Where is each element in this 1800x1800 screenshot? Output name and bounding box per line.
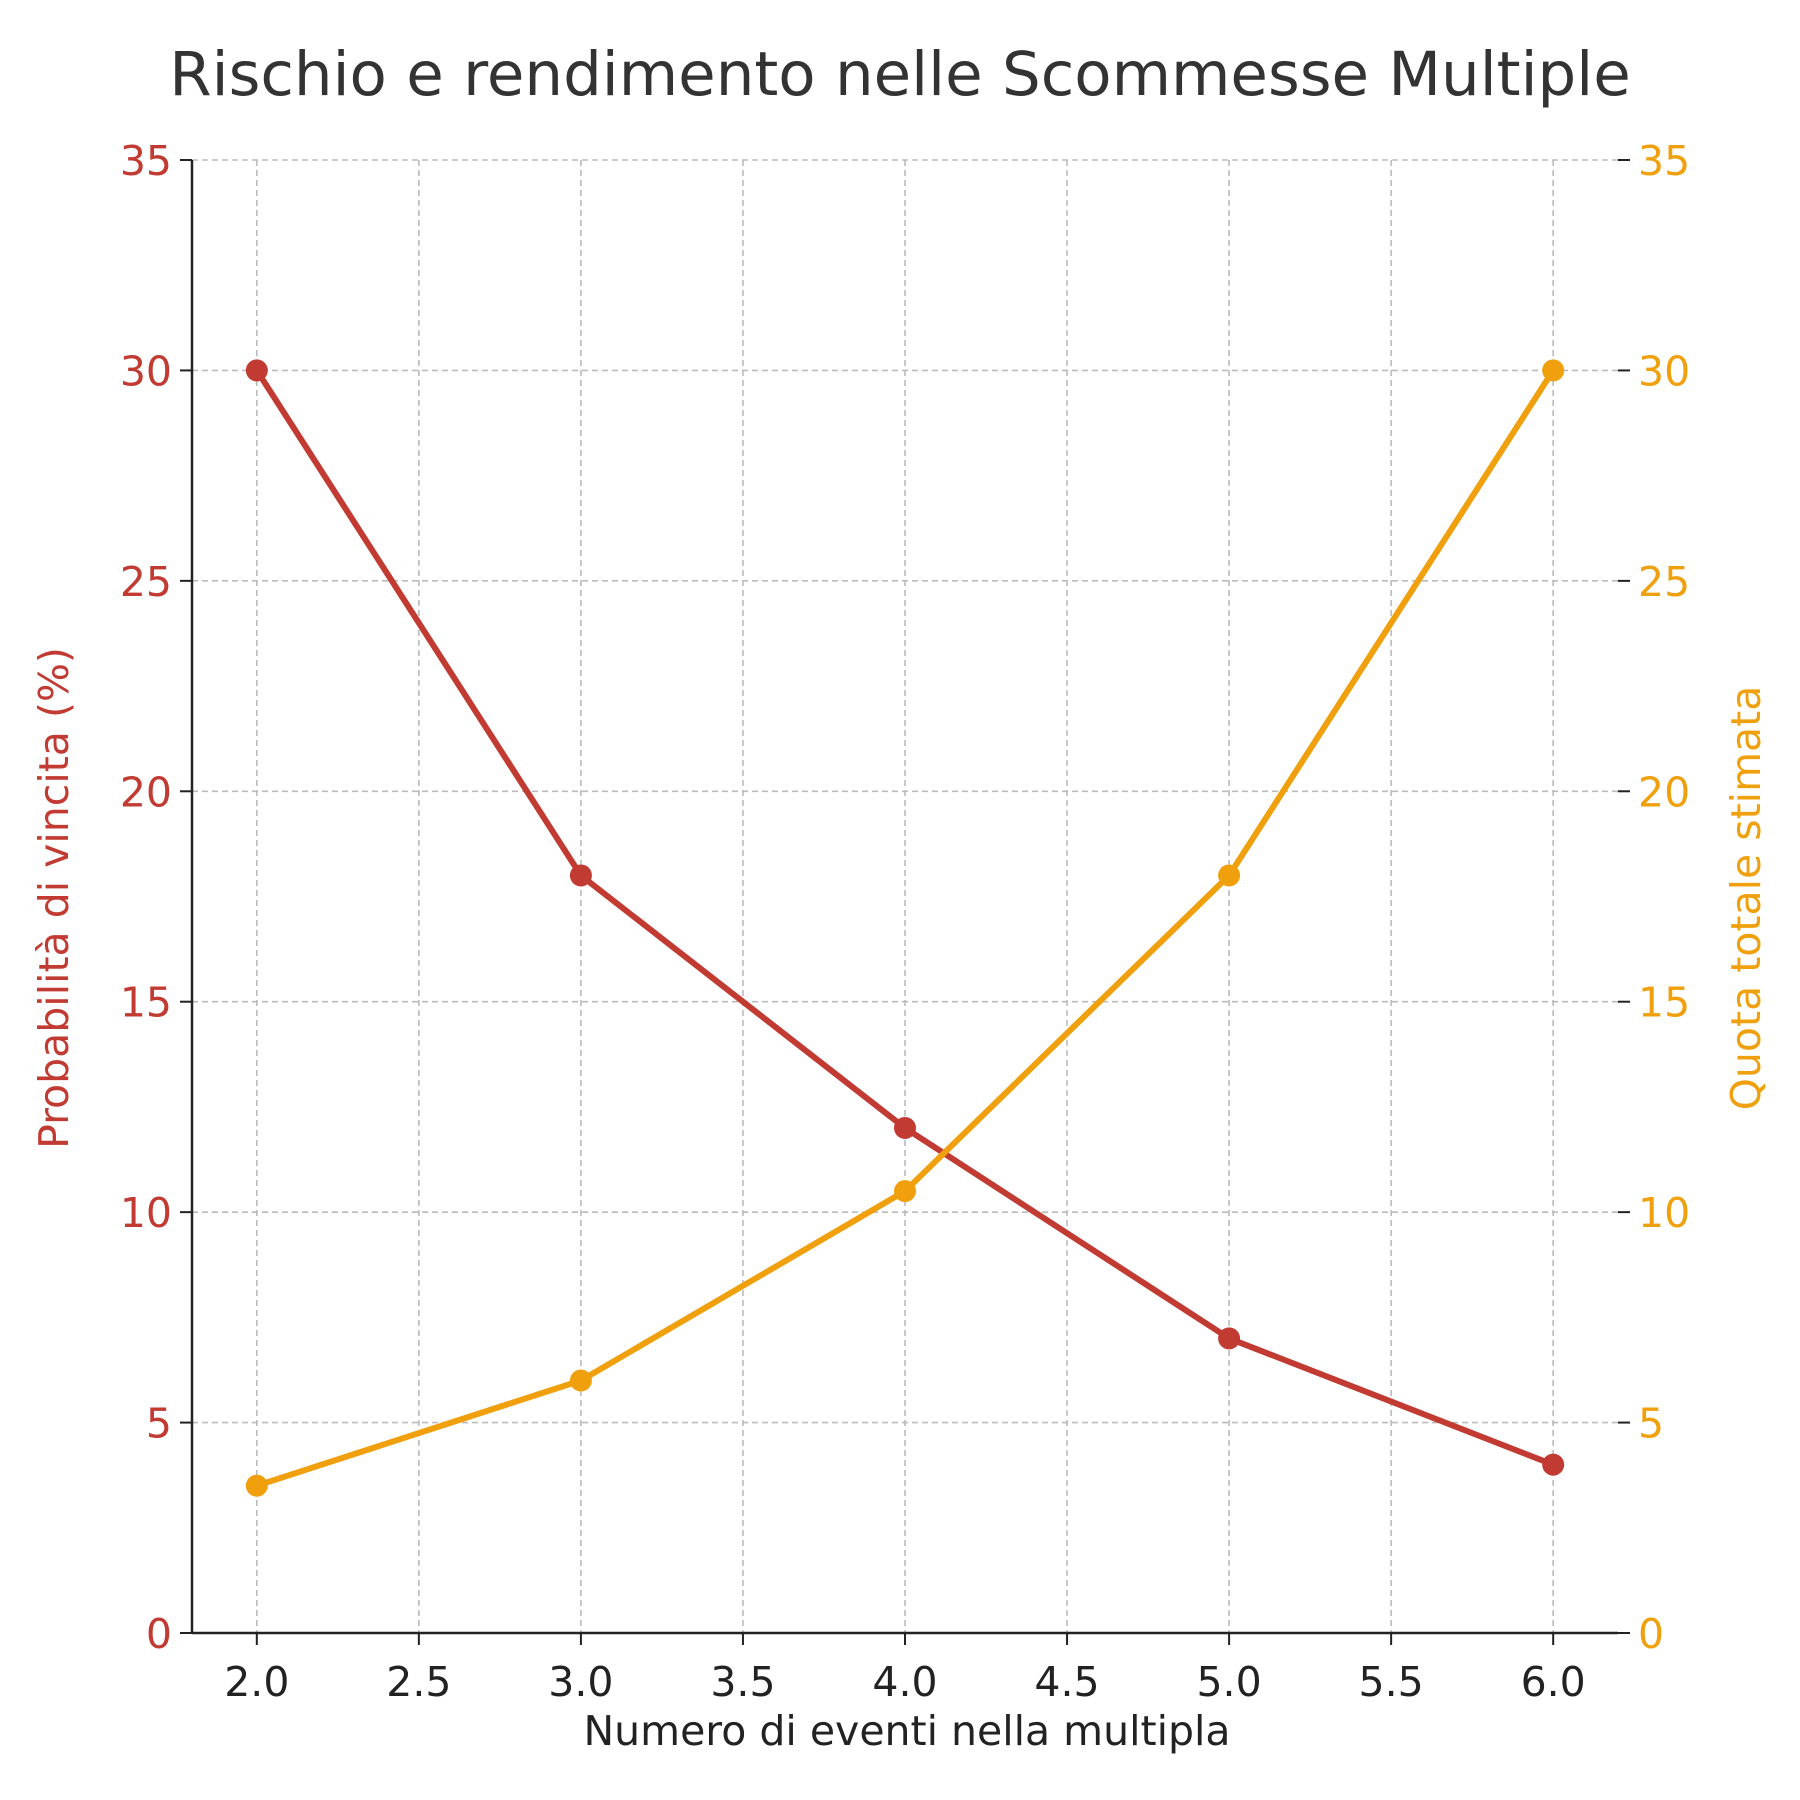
right-y-tick-label: 10	[1638, 1189, 1690, 1237]
x-tick-label: 4.0	[872, 1658, 937, 1706]
x-tick-label: 4.5	[1034, 1658, 1099, 1706]
data-point-left	[569, 864, 592, 887]
x-tick-label: 5.0	[1196, 1658, 1261, 1706]
right-y-tick-label: 0	[1638, 1610, 1664, 1658]
data-point-right	[894, 1180, 916, 1203]
left-y-axis-ticks: 0 5 10 15 20 25 30 35	[120, 137, 192, 1658]
left-y-tick-label: 35	[120, 137, 172, 185]
right-y-tick-label: 20	[1638, 768, 1690, 816]
data-point-right	[569, 1369, 592, 1392]
left-y-tick-label: 15	[120, 979, 172, 1027]
x-axis-ticks: 2.0 2.5 3.0 3.5 4.0 4.5 5.0 5.5 6.0	[224, 1633, 1586, 1706]
x-axis-title: Numero di eventi nella multipla	[583, 1707, 1230, 1755]
x-tick-label: 6.0	[1521, 1658, 1586, 1706]
left-y-axis-title: Probabilità di vincita (%)	[30, 647, 78, 1149]
x-tick-label: 2.0	[224, 1658, 289, 1706]
series-left	[245, 359, 1565, 1476]
right-y-axis-ticks: 0 5 10 15 20 25 30 35	[1618, 137, 1690, 1658]
left-y-tick-label: 10	[120, 1189, 172, 1237]
data-point-left	[894, 1116, 916, 1139]
right-y-tick-label: 35	[1638, 137, 1690, 185]
x-tick-label: 5.5	[1359, 1658, 1424, 1706]
right-y-tick-label: 30	[1638, 347, 1690, 395]
left-y-tick-label: 25	[120, 558, 172, 606]
x-tick-label: 2.5	[386, 1658, 451, 1706]
right-y-tick-label: 5	[1638, 1400, 1664, 1448]
series-right	[245, 359, 1565, 1497]
right-y-axis-title: Quota totale stimata	[1722, 686, 1770, 1111]
left-y-tick-label: 5	[146, 1400, 172, 1448]
series-line-right	[253, 367, 1557, 1489]
data-point-left	[1542, 1453, 1565, 1476]
data-point-left	[1218, 1327, 1241, 1350]
series	[245, 359, 1565, 1497]
left-y-tick-label: 0	[146, 1610, 172, 1658]
right-y-tick-label: 25	[1638, 558, 1690, 606]
x-tick-label: 3.5	[710, 1658, 775, 1706]
x-tick-label: 3.0	[548, 1658, 613, 1706]
right-y-tick-label: 15	[1638, 979, 1690, 1027]
data-point-left	[245, 359, 268, 382]
data-point-right	[245, 1474, 268, 1497]
grid	[192, 159, 1618, 1634]
left-y-tick-label: 30	[120, 347, 172, 395]
left-y-tick-label: 20	[120, 768, 172, 816]
data-point-right	[1542, 359, 1565, 382]
data-point-right	[1218, 864, 1241, 887]
chart-title: Rischio e rendimento nelle Scommesse Mul…	[169, 39, 1630, 110]
